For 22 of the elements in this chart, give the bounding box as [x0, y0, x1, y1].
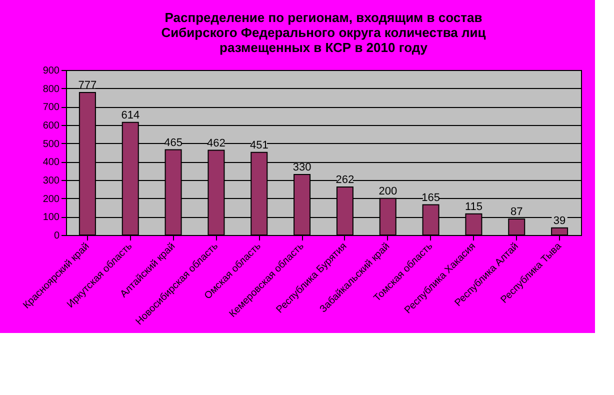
y-tick-label: 0 — [54, 230, 60, 242]
y-tick-label: 300 — [42, 176, 60, 186]
data-label: 462 — [207, 137, 226, 150]
y-tick-label: 600 — [42, 120, 60, 132]
data-label: 451 — [250, 139, 268, 152]
y-tick-label: 800 — [42, 84, 60, 95]
data-label: 330 — [292, 162, 312, 174]
y-tick-label: 900 — [42, 66, 60, 76]
data-label: 262 — [336, 174, 354, 186]
data-label: 115 — [464, 200, 482, 213]
data-label: 614 — [121, 109, 140, 122]
chart-title: Распределение по регионам, входящим в состав Сибирского Федерального округа количества лиц размещенных в КСР в 2010 году — [161, 10, 486, 55]
data-label: 165 — [422, 192, 440, 204]
y-tick-label: 400 — [42, 157, 60, 168]
data-label: 200 — [378, 185, 398, 198]
data-label: 87 — [510, 206, 523, 218]
y-tick-label: 700 — [42, 102, 60, 114]
y-tick-label: 200 — [42, 194, 60, 205]
data-label: 465 — [164, 136, 182, 149]
data-label: 39 — [553, 214, 566, 227]
y-tick-label: 500 — [42, 138, 60, 150]
y-tick-label: 100 — [42, 212, 60, 224]
